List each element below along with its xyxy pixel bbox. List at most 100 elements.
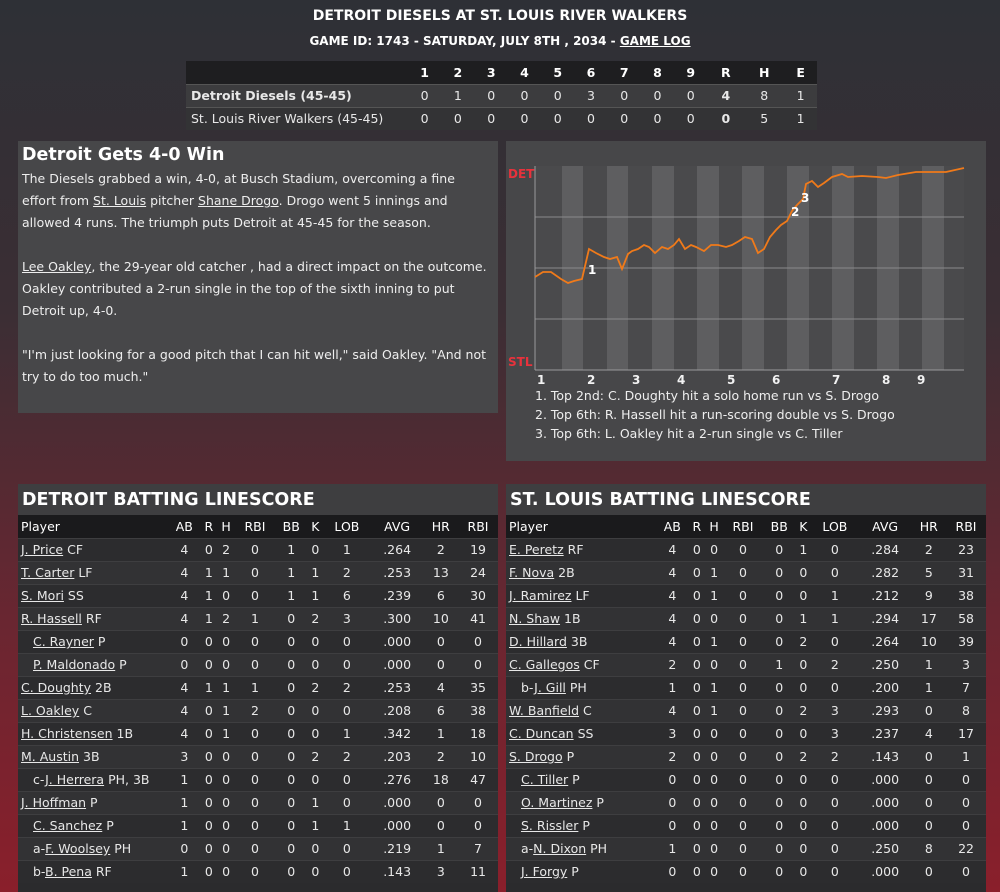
stat-cell: 0 [235, 652, 275, 676]
story-text: The Diesels grabbed a win, 4-0, at Busch… [22, 171, 455, 208]
player-name-link[interactable]: J. Price [21, 542, 64, 557]
game-log-link[interactable]: GAME LOG [619, 34, 691, 48]
stat-cell: 2 [323, 675, 371, 699]
linescore-header-5: 5 [541, 61, 575, 84]
stat-cell: 1 [323, 537, 371, 561]
stat-cell: 0 [688, 744, 706, 768]
stat-cell: 8 [911, 836, 947, 860]
player-name-link[interactable]: N. Shaw [509, 611, 561, 626]
table-row: P. Maldonado P 0 0 0 0 0 0 0.000 0 0 [18, 652, 498, 676]
player-name-link[interactable]: J. Ramirez [509, 588, 572, 603]
stat-cell: 0 [458, 790, 498, 814]
stat-cell: 0 [323, 767, 371, 791]
stat-cell: 0 [795, 721, 812, 745]
player-position: P [93, 634, 106, 649]
player-position: 3B [79, 749, 100, 764]
player-name-link[interactable]: P. Maldonado [33, 657, 116, 672]
player-name-link[interactable]: N. Dixon [533, 841, 587, 856]
stat-cell: 0 [235, 629, 275, 653]
stat-cell: 0 [688, 652, 706, 676]
story-paragraph-2: Lee Oakley, the 29-year old catcher , ha… [22, 256, 490, 322]
table-row: O. Martinez P 0 0 0 0 0 0 0.000 0 0 [506, 790, 986, 814]
stat-cell: 0 [811, 675, 859, 699]
player-name-link[interactable]: J. Gill [534, 680, 566, 695]
stat-cell: 4 [423, 675, 459, 699]
linescore-cell: 0 [408, 83, 442, 107]
stat-cell: 1 [423, 836, 459, 860]
stat-cell: 0 [200, 859, 218, 883]
player-name-link[interactable]: R. Hassell [21, 611, 82, 626]
stat-cell: 0 [656, 790, 689, 814]
stat-cell: 0 [423, 629, 459, 653]
column-header-player: Player [506, 515, 656, 538]
player-name-link[interactable]: F. Nova [509, 565, 555, 580]
stat-cell: 0 [723, 652, 763, 676]
stat-cell: 2 [423, 744, 459, 768]
player-name-link[interactable]: L. Oakley [21, 703, 80, 718]
stat-cell: .219 [370, 836, 424, 860]
stat-cell: 0 [762, 859, 796, 883]
stat-cell: 0 [723, 698, 763, 722]
player-name-link[interactable]: T. Carter [21, 565, 75, 580]
stat-cell: 1 [274, 537, 308, 561]
table-row: a-N. Dixon PH 1 0 0 0 0 0 0.250 8 22 [506, 836, 986, 860]
linescore-cell: 0 [574, 106, 608, 130]
stat-cell: .000 [370, 629, 424, 653]
table-row: J. Ramirez LF 4 0 1 0 0 0 1.212 9 38 [506, 583, 986, 607]
player-name-link[interactable]: S. Mori [21, 588, 64, 603]
stat-cell: .293 [858, 698, 912, 722]
stat-cell: 2 [656, 744, 689, 768]
inning-label: 1 [537, 373, 545, 386]
player-name-link[interactable]: C. Sanchez [33, 818, 103, 833]
stat-cell: 1 [762, 652, 796, 676]
table-row: H. Christensen 1B 4 0 1 0 0 0 1.342 1 18 [18, 721, 498, 745]
player-name-link[interactable]: F. Woolsey [45, 841, 111, 856]
player-name-link[interactable]: C. Rayner [33, 634, 94, 649]
player-cell: H. Christensen 1B [18, 721, 168, 745]
stat-cell: 0 [811, 836, 859, 860]
player-name-link[interactable]: S. Rissler [521, 818, 579, 833]
player-name-link[interactable]: E. Peretz [509, 542, 564, 557]
linescore-cell: 0 [674, 106, 708, 130]
stat-cell: 0 [274, 767, 308, 791]
linescore-header-6: 6 [574, 61, 608, 84]
player-name-link[interactable]: S. Drogo [509, 749, 563, 764]
player-link-lee-oakley[interactable]: Lee Oakley [22, 259, 92, 274]
stat-cell: 4 [168, 675, 201, 699]
player-name-link[interactable]: C. Doughty [21, 680, 92, 695]
player-name-link[interactable]: W. Banfield [509, 703, 580, 718]
player-name-link[interactable]: H. Christensen [21, 726, 113, 741]
chart-notes: 1. Top 2nd: C. Doughty hit a solo home r… [535, 386, 895, 443]
stat-cell: 1 [217, 698, 236, 722]
stat-cell: 1 [307, 813, 324, 837]
player-name-link[interactable]: C. Duncan [509, 726, 574, 741]
player-name-link[interactable]: J. Forgy [521, 864, 568, 880]
player-name-link[interactable]: B. Pena [45, 864, 92, 880]
stat-cell: .284 [858, 537, 912, 561]
stat-cell: 0 [811, 560, 859, 584]
player-name-link[interactable]: C. Tiller [521, 772, 569, 787]
stat-cell: 3 [946, 652, 986, 676]
stat-cell: 38 [458, 698, 498, 722]
stat-cell: 0 [323, 790, 371, 814]
stat-cell: 0 [705, 836, 724, 860]
stat-cell: 0 [762, 560, 796, 584]
player-name-link[interactable]: O. Martinez [521, 795, 593, 810]
story-headline: Detroit Gets 4-0 Win [22, 145, 225, 165]
stat-cell: 0 [795, 675, 812, 699]
chart-note: 1. Top 2nd: C. Doughty hit a solo home r… [535, 388, 879, 403]
team-link-st-louis[interactable]: St. Louis [93, 193, 147, 208]
player-name-link[interactable]: D. Hillard [509, 634, 567, 649]
player-name-link[interactable]: M. Austin [21, 749, 80, 764]
stat-cell: 0 [762, 767, 796, 791]
player-name-link[interactable]: J. Herrera [45, 772, 105, 787]
stat-cell: .253 [370, 675, 424, 699]
player-name-link[interactable]: C. Gallegos [509, 657, 580, 672]
player-name-link[interactable]: J. Hoffman [21, 795, 87, 810]
stat-cell: 4 [168, 606, 201, 630]
player-link-shane-drogo[interactable]: Shane Drogo [198, 193, 279, 208]
stat-cell: 0 [705, 859, 724, 883]
player-position: RF [81, 611, 102, 626]
stat-cell: 1 [168, 859, 201, 883]
stat-cell: 2 [811, 652, 859, 676]
